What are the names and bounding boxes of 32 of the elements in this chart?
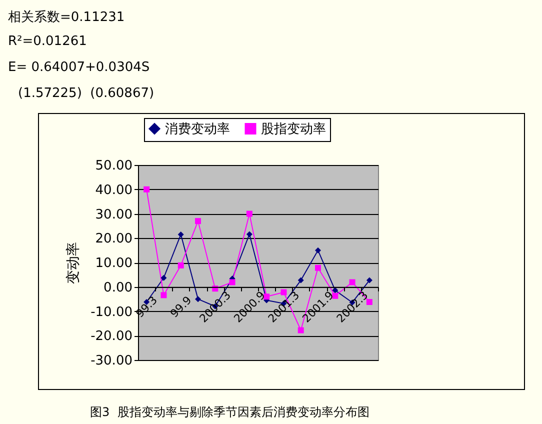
point — [178, 231, 184, 238]
point — [298, 327, 304, 334]
point — [366, 277, 372, 284]
point — [315, 247, 321, 254]
point — [144, 186, 150, 192]
point — [349, 279, 356, 286]
point — [298, 277, 304, 284]
point — [178, 262, 184, 268]
point — [160, 292, 167, 298]
y-tick-label: 30.00 — [95, 207, 132, 222]
y-tick-label: 0.00 — [104, 280, 132, 296]
point — [160, 274, 167, 281]
point — [246, 210, 252, 217]
point — [229, 279, 236, 286]
y-tick-label: -30.00 — [90, 354, 132, 368]
y-tick-label: 10.00 — [95, 256, 132, 271]
text: R²=0.01261 — [8, 34, 87, 49]
text: (1.57225) (0.60867) — [18, 86, 154, 101]
point — [246, 231, 252, 238]
y-axis-title: 变动率 — [66, 242, 82, 284]
text: 相关系数=0.11231 — [8, 9, 125, 26]
y-tick-label: 50.00 — [95, 158, 132, 174]
y-tick-label: -10.00 — [90, 304, 132, 320]
y-tick-label: 40.00 — [95, 182, 132, 198]
y-tick-label: 20.00 — [95, 232, 132, 247]
point — [195, 218, 201, 224]
legend-label: 股指变动率 — [261, 120, 326, 137]
caption: 图3 股指变动率与剔除季节因素后消费变动率分布图 — [90, 404, 370, 421]
point — [315, 264, 321, 271]
text: E= 0.64007+0.0304S — [8, 60, 150, 75]
legend-label: 消费变动率 — [165, 120, 230, 137]
y-tick-label: -20.00 — [90, 329, 132, 344]
